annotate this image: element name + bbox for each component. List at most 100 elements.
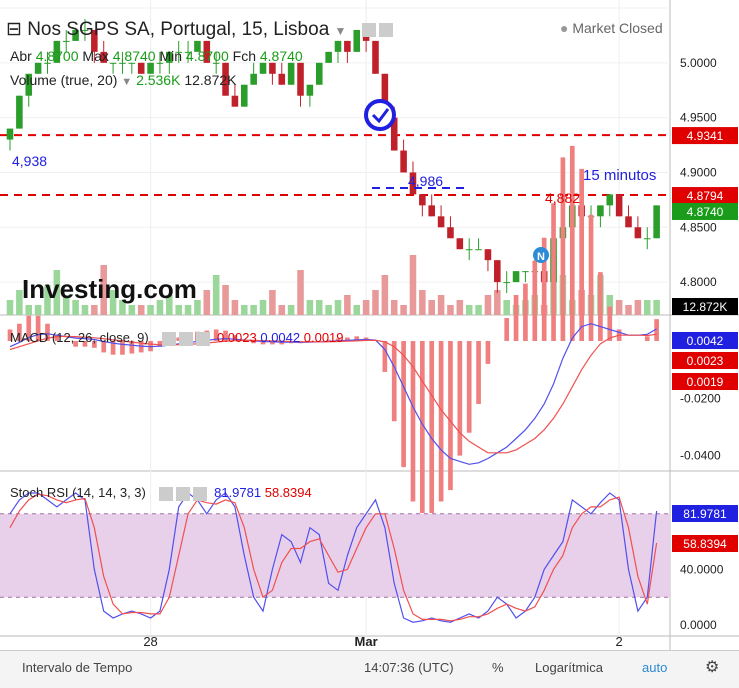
volume-bar	[419, 290, 426, 315]
watermark-logo: Investing.com	[22, 274, 197, 304]
candle-body	[625, 216, 632, 228]
close-value: 4.8740	[259, 48, 303, 64]
low-label: Min	[159, 48, 183, 64]
volume-bar	[212, 275, 220, 315]
close-icon[interactable]	[193, 487, 208, 502]
volume-value-2: 12.872K	[184, 72, 237, 88]
price-tag	[672, 127, 738, 145]
volume-bar	[128, 305, 136, 315]
volume-bar	[91, 305, 98, 315]
macd-tag-label: 0.0023	[687, 354, 724, 368]
candle-body	[175, 51, 182, 53]
candle-body	[522, 271, 529, 273]
stoch-value-k: 81.9781	[214, 485, 262, 500]
gear-icon[interactable]	[378, 22, 393, 37]
candle-body	[72, 29, 79, 41]
candle-body	[653, 205, 660, 239]
candle-body	[297, 62, 304, 96]
open-value: 4.8700	[35, 48, 79, 64]
macd-tag-label: 0.0019	[687, 375, 724, 389]
news-badge-icon	[533, 247, 549, 263]
volume-bar	[400, 305, 407, 315]
volume-bar	[25, 305, 33, 315]
title-text: Nos SGPS SA, Portugal, 15, Lisboa	[27, 19, 330, 40]
gear-icon[interactable]	[179, 332, 194, 347]
volume-bar	[222, 285, 229, 315]
candle-body	[203, 40, 211, 63]
macd-tag	[672, 373, 738, 390]
price-tick: 4.9000	[680, 165, 717, 179]
candle-body	[34, 62, 42, 74]
volume-bar	[625, 305, 632, 315]
candle-body	[615, 194, 623, 217]
volume-bar	[428, 300, 435, 315]
candle-body	[409, 172, 417, 195]
stoch-tag	[672, 505, 738, 522]
volume-bar	[381, 275, 389, 315]
candle-body	[241, 84, 248, 107]
macd-tag	[672, 332, 738, 349]
eye-icon[interactable]	[159, 487, 174, 502]
volume-bar	[484, 295, 492, 315]
percent-button[interactable]: %	[492, 660, 504, 675]
eye-icon[interactable]	[162, 332, 177, 347]
price-tag-label: 12.872K	[683, 300, 728, 314]
candle-body	[212, 62, 220, 64]
price-tag	[672, 187, 738, 205]
interval-button[interactable]: Intervalo de Tempo	[22, 660, 133, 675]
macd-value-1: 0.0023	[216, 330, 257, 345]
volume-bar	[62, 295, 70, 315]
dropdown-icon[interactable]: ▼	[334, 24, 347, 38]
macd-tick: -0.0200	[680, 391, 721, 405]
candle-body	[278, 73, 286, 85]
candle-body	[53, 40, 61, 63]
x-tick: 28	[143, 634, 157, 649]
checkmark-icon	[364, 99, 396, 131]
volume-bar	[250, 305, 257, 315]
volume-bar	[269, 290, 276, 315]
high-value: 4.8740	[112, 48, 156, 64]
volume-bar	[53, 270, 61, 315]
volume-bar	[231, 300, 239, 315]
macd-value-2: 0.0042	[260, 330, 301, 345]
price-tick: 4.8500	[680, 220, 717, 234]
auto-button[interactable]: auto	[642, 660, 668, 675]
volume-bar	[653, 300, 660, 315]
candle-body	[184, 51, 192, 53]
gear-icon[interactable]	[176, 487, 191, 502]
eye-icon[interactable]	[361, 22, 376, 37]
candle-body	[634, 227, 642, 239]
volume-bar	[372, 290, 379, 315]
stoch-legend: Stoch RSI (14, 14, 3, 3) 81.9781 58.8394	[10, 485, 312, 502]
volume-bar	[315, 300, 323, 315]
stoch-d-line	[9, 493, 658, 622]
candle-body	[166, 51, 173, 63]
candle-body	[128, 62, 136, 64]
close-icon[interactable]	[196, 332, 211, 347]
candle-body	[484, 249, 492, 261]
candle-body	[147, 62, 154, 74]
log-button[interactable]: Logarítmica	[535, 660, 603, 675]
candle-body	[512, 271, 520, 283]
candle-body	[353, 29, 361, 52]
volume-bar	[16, 290, 23, 315]
volume-bar	[259, 300, 267, 315]
volume-bar	[203, 290, 211, 315]
volume-bar	[325, 305, 332, 315]
volume-bar	[362, 300, 370, 315]
volume-bar	[465, 305, 473, 315]
candle-body	[447, 227, 454, 239]
dropdown-icon[interactable]: ▼	[121, 76, 133, 88]
collapse-icon[interactable]: ⊟	[6, 19, 22, 40]
candle-body	[269, 62, 276, 74]
candle-body	[109, 62, 117, 64]
volume-bar	[353, 305, 361, 315]
gear-icon[interactable]: ⚙	[705, 659, 720, 676]
price-tag-label: 4.9341	[687, 129, 724, 143]
volume-bar	[447, 305, 454, 315]
candle-body	[259, 62, 267, 74]
stoch-tick: 40.0000	[680, 562, 724, 576]
x-tick: 2	[616, 634, 623, 649]
candle-body	[250, 73, 257, 85]
